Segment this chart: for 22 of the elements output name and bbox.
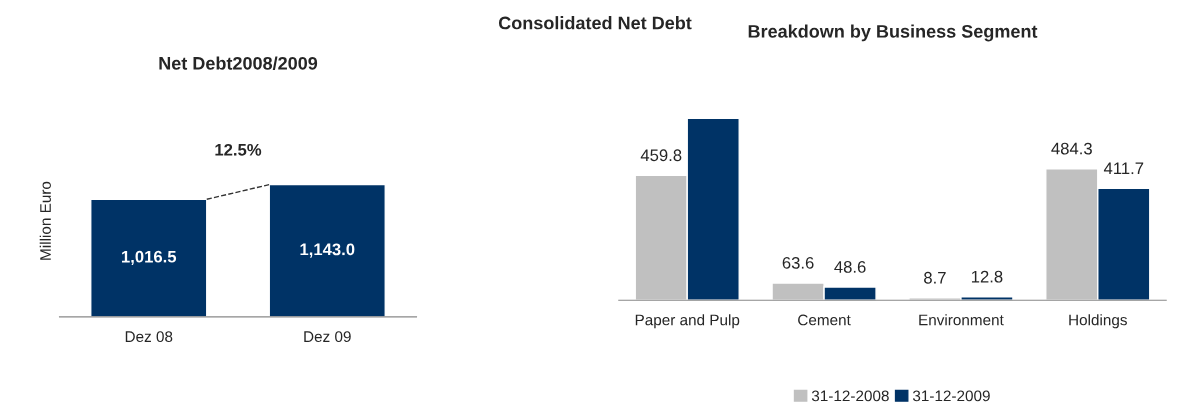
chart-title: Net Debt2008/2009 <box>159 56 318 70</box>
data-label: 1,016.5 <box>122 250 177 265</box>
data-label: 411.7 <box>1103 162 1144 175</box>
data-label: 48.6 <box>834 261 866 273</box>
data-label: 1,143.0 <box>300 243 355 258</box>
x-tick-label: Cement <box>798 314 851 326</box>
text: 12.5% <box>215 143 262 156</box>
legend-label: 31-12-2008 <box>811 390 889 402</box>
data-label: 8.7 <box>924 271 946 284</box>
y-axis-title: Million Euro <box>39 181 51 260</box>
legend-label: 31-12-2009 <box>912 390 990 402</box>
chart-title: Breakdown by Business Segment <box>748 24 1038 42</box>
data-label: 459.8 <box>640 149 682 162</box>
text: Consolidated Net Debt <box>498 16 692 30</box>
x-tick-label: Paper and Pulp <box>635 314 740 329</box>
data-label: 12.8 <box>971 270 1003 283</box>
data-label: 63.6 <box>782 256 814 269</box>
x-tick-label: Holdings <box>1069 314 1127 329</box>
x-tick-label: Dez 09 <box>304 331 351 343</box>
data-label: 484.3 <box>1051 142 1092 155</box>
x-tick-label: Dez 08 <box>125 331 173 343</box>
x-tick-label: Environment <box>919 314 1004 326</box>
